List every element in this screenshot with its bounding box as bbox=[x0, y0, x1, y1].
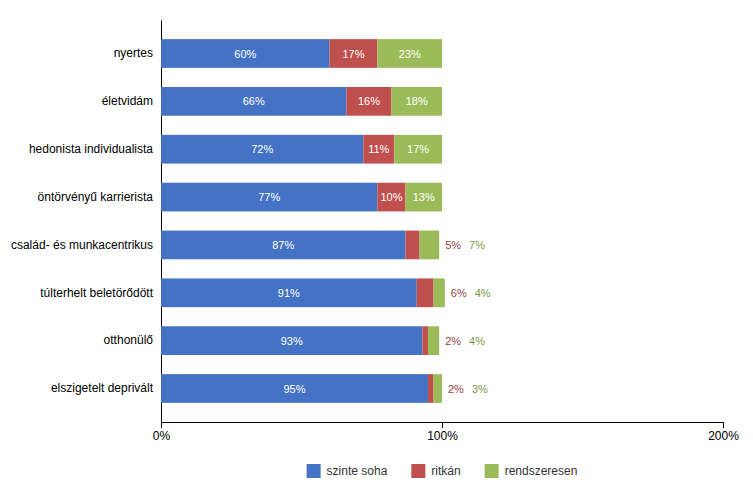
legend-label: ritkán bbox=[431, 464, 460, 478]
data-label: 11% bbox=[368, 143, 389, 155]
axis-line bbox=[162, 423, 724, 429]
tick-label: 200% bbox=[708, 429, 739, 443]
tick-label: otthonülő bbox=[104, 333, 154, 347]
data-label: 91% bbox=[278, 287, 300, 299]
bar bbox=[422, 326, 428, 355]
data-label: 93% bbox=[281, 335, 303, 347]
legend-swatch bbox=[411, 464, 425, 478]
bars bbox=[161, 39, 445, 403]
bar bbox=[405, 231, 419, 260]
data-label: 87% bbox=[272, 239, 294, 251]
data-label: 2% bbox=[448, 383, 464, 395]
bar bbox=[161, 326, 422, 355]
tick: elszigetelt deprivált bbox=[51, 381, 154, 395]
data-label: 66% bbox=[243, 95, 265, 107]
tick: 200% bbox=[708, 422, 739, 443]
bar bbox=[377, 39, 442, 68]
data-label: 95% bbox=[283, 383, 305, 395]
bar bbox=[377, 183, 405, 212]
legend-swatch bbox=[307, 464, 321, 478]
tick: család- és munkacentrikus bbox=[11, 238, 153, 252]
data-label: 4% bbox=[475, 287, 491, 299]
bar bbox=[428, 326, 439, 355]
tick: túlterhelt beletörődött bbox=[40, 286, 153, 300]
bar bbox=[405, 183, 442, 212]
tick-label: 0% bbox=[153, 429, 171, 443]
data-label: 17% bbox=[342, 48, 364, 60]
data-label: 7% bbox=[469, 239, 485, 251]
data-label: 72% bbox=[251, 143, 273, 155]
bar bbox=[363, 135, 394, 164]
bar bbox=[161, 278, 417, 307]
data-labels: 60% 17% 23% 66% 16% 18% 72% 11% 17% 77% 10% 13% 87% 5… bbox=[234, 48, 491, 395]
bar bbox=[161, 374, 428, 403]
tick: életvidám bbox=[102, 94, 153, 108]
legend-label: szinte soha bbox=[327, 464, 388, 478]
data-label: 23% bbox=[399, 48, 421, 60]
bar bbox=[161, 135, 363, 164]
tick: 0% bbox=[153, 422, 171, 443]
legend: szinte soha ritkán rendszeresen bbox=[307, 464, 578, 478]
bar bbox=[346, 87, 391, 116]
tick-mark bbox=[723, 422, 724, 428]
legend-swatch bbox=[485, 464, 499, 478]
chart: 0% 100% 200% nyertes életvidám hedonista indi… bbox=[0, 0, 753, 496]
bar bbox=[161, 183, 377, 212]
tick-mark bbox=[161, 422, 162, 428]
legend-label: rendszeresen bbox=[505, 464, 578, 478]
data-label: 16% bbox=[358, 95, 380, 107]
tick-mark bbox=[442, 422, 443, 428]
data-label: 18% bbox=[406, 95, 428, 107]
data-label: 77% bbox=[258, 191, 280, 203]
legend-item: szinte soha bbox=[307, 464, 388, 478]
data-label: 4% bbox=[469, 335, 485, 347]
tick: hedonista individualista bbox=[29, 142, 153, 156]
bar bbox=[330, 39, 378, 68]
bar bbox=[434, 278, 445, 307]
tick: nyertes bbox=[114, 46, 153, 60]
tick-label: elszigetelt deprivált bbox=[51, 381, 154, 395]
bar bbox=[161, 39, 330, 68]
y-axis: nyertes életvidám hedonista individualista… bbox=[11, 21, 162, 423]
bar bbox=[434, 374, 442, 403]
bar bbox=[394, 135, 442, 164]
data-label: 10% bbox=[380, 191, 402, 203]
tick: öntörvényű karrierista bbox=[38, 190, 154, 204]
x-axis: 0% 100% 200% bbox=[153, 422, 739, 443]
tick-label: öntörvényű karrierista bbox=[38, 190, 154, 204]
data-label: 17% bbox=[407, 143, 429, 155]
tick-label: túlterhelt beletörődött bbox=[40, 286, 153, 300]
tick: 100% bbox=[427, 422, 458, 443]
tick-label: család- és munkacentrikus bbox=[11, 238, 153, 252]
data-label: 5% bbox=[445, 239, 461, 251]
data-label: 13% bbox=[413, 191, 435, 203]
data-label: 3% bbox=[472, 383, 488, 395]
tick-label: 100% bbox=[427, 429, 458, 443]
bar bbox=[161, 231, 405, 260]
data-label: 2% bbox=[445, 335, 461, 347]
plot: 0% 100% 200% nyertes életvidám hedonista indi… bbox=[11, 21, 739, 443]
bar bbox=[161, 87, 346, 116]
tick: otthonülő bbox=[104, 333, 154, 347]
data-label: 60% bbox=[234, 48, 256, 60]
bar bbox=[391, 87, 442, 116]
bar bbox=[428, 374, 434, 403]
bar bbox=[420, 231, 440, 260]
axis-line bbox=[161, 21, 162, 423]
legend-item: ritkán bbox=[411, 464, 460, 478]
bar bbox=[417, 278, 434, 307]
tick-label: hedonista individualista bbox=[29, 142, 153, 156]
legend-item: rendszeresen bbox=[485, 464, 578, 478]
tick-label: nyertes bbox=[114, 46, 153, 60]
tick-label: életvidám bbox=[102, 94, 153, 108]
data-label: 6% bbox=[451, 287, 467, 299]
